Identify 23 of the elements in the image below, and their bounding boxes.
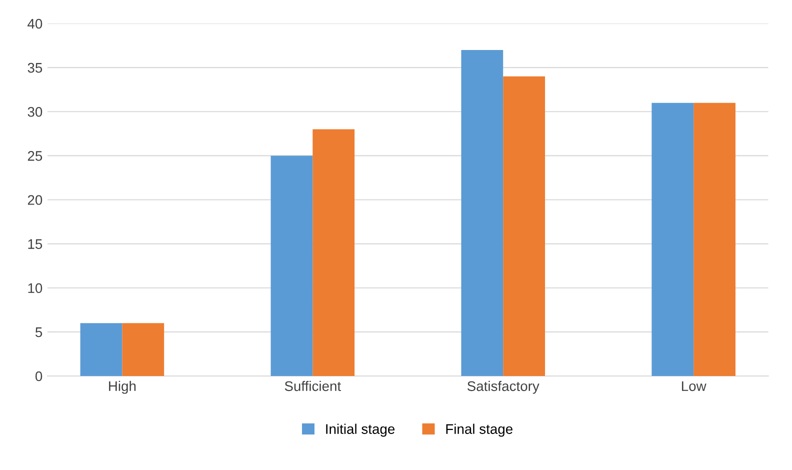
x-tick-label: Satisfactory [467, 380, 540, 394]
bar [80, 323, 122, 376]
y-tick-label: 20 [28, 195, 42, 205]
bar [652, 102, 694, 376]
y-tick-label: 5 [35, 327, 42, 338]
bar [122, 323, 164, 376]
y-tick-label: 0 [35, 371, 42, 382]
bar [694, 102, 736, 376]
bar [503, 76, 546, 376]
bar [270, 156, 313, 376]
y-tick-label: 35 [28, 62, 42, 73]
y-tick-label: 40 [28, 18, 42, 29]
y-tick-label: 25 [28, 151, 42, 161]
bar [461, 50, 504, 376]
legend-label: Final stage [446, 424, 512, 437]
y-tick-label: 15 [28, 239, 42, 249]
y-tick-label: 10 [28, 283, 42, 294]
legend-label: Initial stage [326, 424, 395, 437]
y-tick-label: 30 [28, 106, 42, 117]
x-tick-label: High [109, 380, 136, 394]
x-tick-label: Sufficient [284, 380, 341, 392]
x-tick-label: Low [682, 381, 706, 392]
bar [312, 129, 355, 376]
